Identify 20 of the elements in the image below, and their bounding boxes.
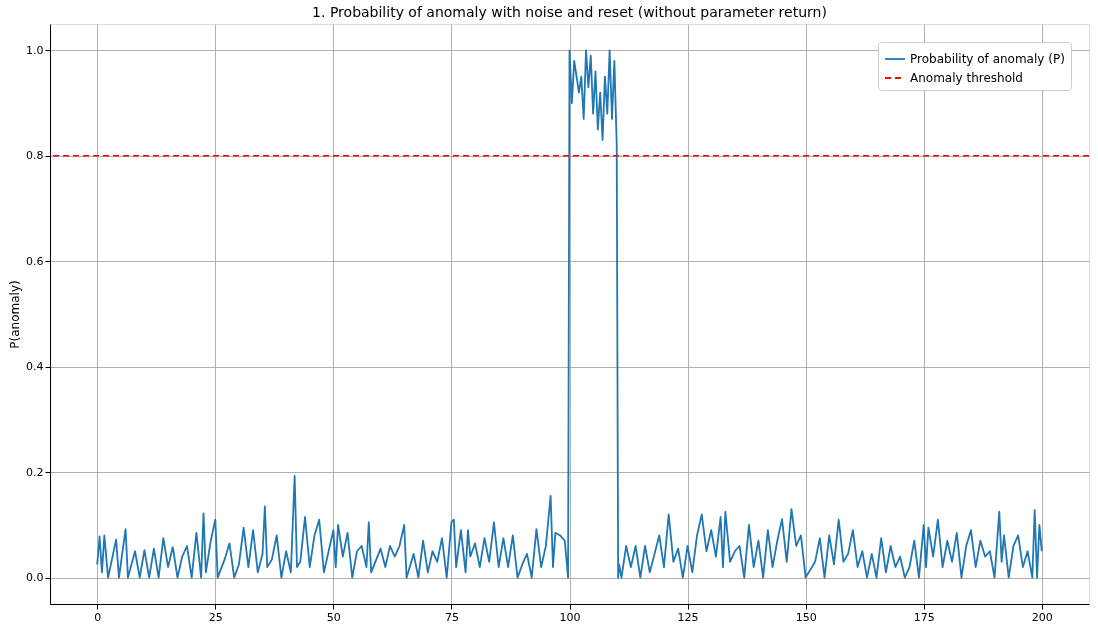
x-tick-label: 175: [913, 610, 935, 624]
y-tick-label: 0.8: [26, 149, 44, 163]
y-tick-label: 1.0: [26, 43, 44, 57]
x-tick-label: 125: [677, 610, 699, 624]
x-tick-label: 200: [1031, 610, 1053, 624]
x-tick-label: 75: [444, 610, 459, 624]
y-tick-label: 0.4: [26, 360, 44, 374]
y-tick-label: 0.6: [26, 254, 44, 268]
x-tick-label: 100: [559, 610, 581, 624]
x-tick-label: 50: [326, 610, 341, 624]
y-axis-title: P(anomaly): [8, 280, 23, 349]
x-tick-label: 150: [795, 610, 817, 624]
x-tick-label: 0: [94, 610, 102, 624]
y-tick-label: 0.0: [26, 571, 44, 585]
line-series: [96, 49, 1043, 579]
legend-label: Probability of anomaly (P): [910, 52, 1065, 66]
legend-label: Anomaly threshold: [910, 71, 1023, 85]
chart-title: 1. Probability of anomaly with noise and reset (without parameter return): [312, 4, 827, 20]
y-tick-label: 0.2: [26, 465, 44, 479]
x-tick-label: 25: [208, 610, 223, 624]
